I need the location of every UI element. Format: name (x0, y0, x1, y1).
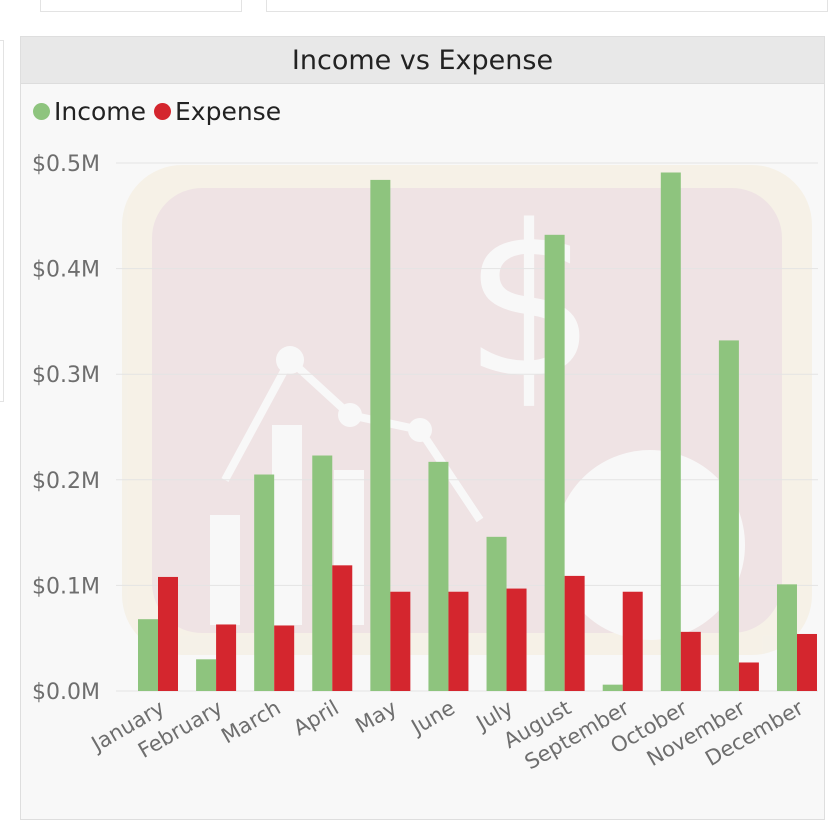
legend-item-income[interactable]: Income (33, 97, 146, 126)
legend-dot-income (33, 103, 50, 120)
bar-expense-july[interactable] (506, 588, 527, 691)
svg-text:$: $ (463, 180, 597, 425)
legend-item-expense[interactable]: Expense (154, 97, 281, 126)
bar-expense-august[interactable] (564, 575, 585, 691)
bar-expense-june[interactable] (448, 591, 469, 691)
y-tick-label: $0.0M (32, 680, 100, 705)
bar-expense-may[interactable] (390, 591, 411, 691)
bar-income-april[interactable] (312, 455, 333, 691)
x-tick-label: March (217, 696, 284, 749)
top-card-left (40, 0, 242, 12)
y-tick-label: $0.2M (32, 469, 100, 494)
bar-income-september[interactable] (602, 684, 623, 691)
legend-dot-expense (154, 103, 171, 120)
bar-income-march[interactable] (254, 474, 275, 691)
y-tick-label: $0.4M (32, 258, 100, 283)
x-tick-label: June (406, 696, 459, 741)
bar-income-december[interactable] (776, 584, 797, 691)
bar-income-november[interactable] (718, 340, 739, 691)
x-tick-label: May (351, 696, 401, 738)
y-tick-label: $0.5M (32, 152, 100, 177)
bar-expense-january[interactable] (158, 576, 178, 691)
chart-title: Income vs Expense (291, 44, 554, 76)
bar-income-july[interactable] (486, 536, 507, 691)
left-panel-edge (0, 40, 4, 402)
bar-expense-september[interactable] (622, 591, 643, 691)
bar-income-february[interactable] (196, 659, 217, 691)
y-axis-ticks: $0.0M $0.1M $0.2M $0.3M $0.4M $0.5M (32, 152, 100, 705)
legend-label-expense: Expense (175, 97, 282, 126)
x-tick-label: April (289, 696, 343, 741)
bar-income-june[interactable] (428, 461, 449, 691)
bar-income-may[interactable] (370, 179, 391, 691)
bar-series (138, 172, 817, 692)
bar-expense-november[interactable] (738, 662, 759, 691)
legend-label-income: Income (54, 97, 146, 126)
bar-income-august[interactable] (544, 234, 565, 692)
bar-expense-october[interactable] (680, 631, 701, 691)
bar-expense-december[interactable] (796, 633, 817, 691)
card-header: Income vs Expense (21, 37, 824, 84)
top-card-right (266, 0, 828, 12)
bar-expense-march[interactable] (274, 625, 295, 691)
bar-expense-february[interactable] (216, 624, 237, 691)
bar-income-october[interactable] (660, 172, 681, 691)
bar-income-january[interactable] (138, 619, 158, 691)
app-logo-watermark: $ (122, 165, 812, 655)
y-tick-label: $0.1M (32, 574, 100, 599)
legend: Income Expense (33, 97, 289, 126)
bar-expense-april[interactable] (332, 565, 353, 691)
y-tick-label: $0.3M (32, 363, 100, 388)
